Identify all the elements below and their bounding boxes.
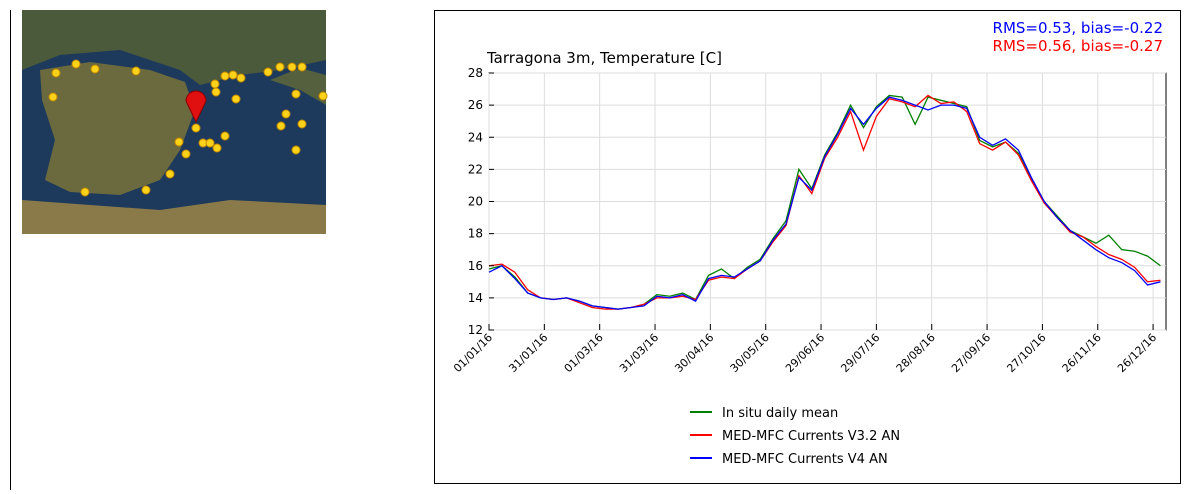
- x-tick-label: 01/03/16: [562, 331, 606, 375]
- x-tick-label: 26/11/16: [1060, 331, 1104, 375]
- grid: [488, 72, 1166, 331]
- x-tick-label: 27/09/16: [949, 331, 993, 375]
- x-tick-label: 26/12/16: [1115, 331, 1159, 375]
- x-tick-label: 01/01/16: [451, 331, 495, 375]
- legend-label: MED-MFC Currents V4 AN: [722, 452, 888, 467]
- y-tick-label: 14: [468, 291, 483, 305]
- x-tick-label: 29/06/16: [783, 331, 827, 375]
- x-tick-label: 27/10/16: [1004, 331, 1048, 375]
- frame: [10, 10, 1181, 490]
- x-tick-label: 30/04/16: [672, 331, 716, 375]
- legend: In situ daily mean MED-MFC Currents V3.2 …: [690, 406, 900, 467]
- y-tick-label: 26: [468, 98, 483, 112]
- series-lines: [488, 94, 1161, 310]
- x-tick-label: 30/05/16: [728, 331, 772, 375]
- y-tick-label: 18: [468, 227, 483, 241]
- x-tick-label: 31/03/16: [617, 331, 661, 375]
- y-tick-label: 22: [468, 162, 483, 176]
- x-tick-label: 29/07/16: [838, 331, 882, 375]
- y-tick-label: 12: [468, 323, 483, 337]
- y-tick-label: 16: [468, 259, 483, 273]
- chart-title: Tarragona 3m, Temperature [C]: [486, 49, 722, 67]
- map: [22, 10, 328, 234]
- y-tick-label: 24: [468, 130, 483, 144]
- annotation: RMS=0.56, bias=-0.27: [993, 37, 1163, 55]
- annotation: RMS=0.53, bias=-0.22: [993, 19, 1163, 37]
- series-line: [488, 96, 1161, 310]
- legend-label: In situ daily mean: [722, 406, 838, 421]
- y-tick-label: 20: [468, 195, 483, 209]
- x-tick-label: 31/01/16: [506, 331, 550, 375]
- legend-label: MED-MFC Currents V3.2 AN: [722, 429, 900, 444]
- y-tick-label: 28: [468, 66, 483, 80]
- x-tick-label: 28/08/16: [894, 331, 938, 375]
